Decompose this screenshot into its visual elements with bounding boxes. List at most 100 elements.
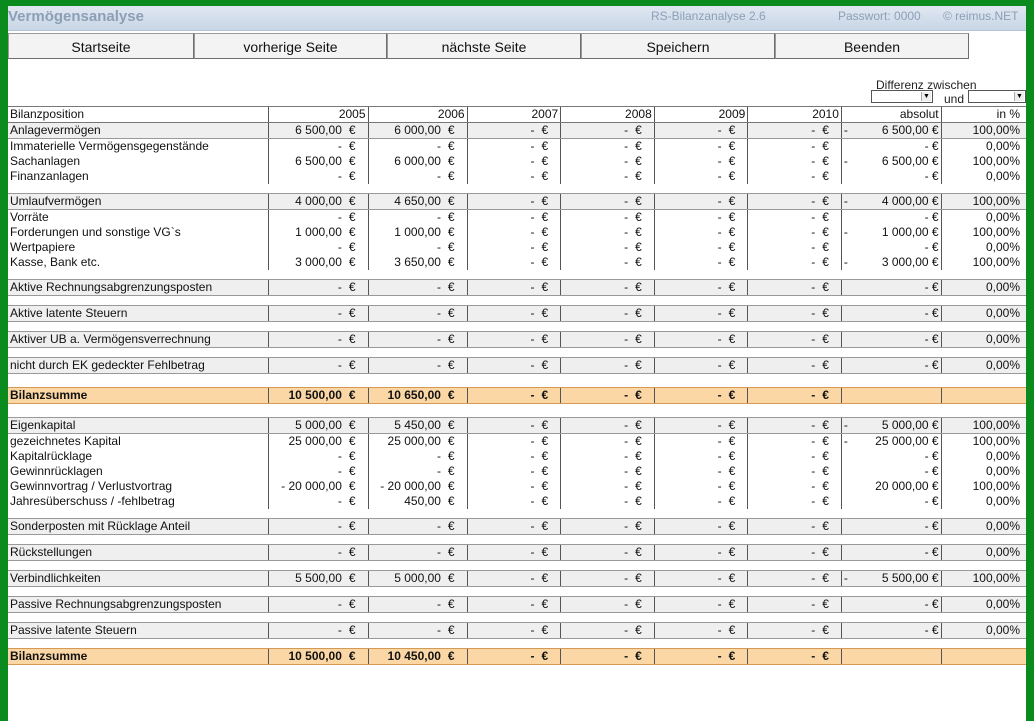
cell-value[interactable]: - — [747, 331, 818, 348]
cell-value[interactable]: - — [653, 193, 724, 210]
cell-value[interactable]: - — [747, 479, 818, 494]
cell-value[interactable]: - — [367, 279, 443, 296]
cell-value[interactable]: - — [747, 169, 818, 184]
cell-value[interactable]: - — [268, 240, 344, 255]
cell-value[interactable]: - — [747, 417, 818, 434]
cell-value[interactable]: - — [560, 225, 631, 240]
cell-value[interactable]: - — [653, 138, 724, 154]
table-row[interactable]: gezeichnetes Kapital 25 000,00 €25 000,00 €… — [8, 433, 1026, 449]
cell-value[interactable]: 6 500,00 — [268, 122, 344, 139]
cell-value[interactable]: - — [466, 648, 537, 665]
cell-value[interactable]: - — [560, 154, 631, 169]
cell-value[interactable]: - — [747, 494, 818, 509]
cell-value[interactable]: 3 650,00 — [367, 255, 443, 270]
cell-value[interactable]: - — [560, 209, 631, 225]
cell-value[interactable]: - — [653, 357, 724, 374]
cell-value[interactable]: - — [466, 544, 537, 561]
table-row[interactable]: Passive latente Steuern - € - € - € - € - € - € - €0,… — [8, 622, 1026, 639]
cell-value[interactable]: - — [653, 622, 724, 639]
cell-value[interactable]: 10 500,00 — [268, 648, 344, 665]
table-row[interactable]: Forderungen und sonstige VG`s 1 000,00 €1 … — [8, 225, 1026, 240]
cell-value[interactable]: - 20 000,00 — [268, 479, 344, 494]
cell-value[interactable]: - — [367, 138, 443, 154]
cell-value[interactable]: - — [268, 305, 344, 322]
table-row[interactable]: nicht durch EK gedeckter Fehlbetrag - € - € -… — [8, 357, 1026, 374]
cell-value[interactable]: - — [560, 417, 631, 434]
cell-value[interactable]: - — [560, 464, 631, 479]
cell-value[interactable]: - — [560, 596, 631, 613]
cell-value[interactable]: - — [466, 279, 537, 296]
cell-value[interactable]: - — [367, 331, 443, 348]
cell-value[interactable]: - — [560, 648, 631, 665]
cell-value[interactable]: - — [653, 464, 724, 479]
cell-value[interactable]: 6 000,00 — [367, 122, 443, 139]
cell-value[interactable]: - — [653, 279, 724, 296]
cell-value[interactable]: 25 000,00 — [268, 433, 344, 449]
cell-value[interactable]: - — [367, 449, 443, 464]
cell-value[interactable]: - — [560, 622, 631, 639]
cell-value[interactable]: 5 500,00 — [268, 570, 344, 587]
cell-value[interactable]: - — [268, 331, 344, 348]
cell-value[interactable]: - — [653, 596, 724, 613]
cell-value[interactable]: - — [747, 122, 818, 139]
year-to-dropdown[interactable]: ▼ — [968, 90, 1026, 103]
cell-value[interactable]: - — [560, 449, 631, 464]
table-row[interactable]: Umlaufvermögen 4 000,00 €4 650,00 € - € - € - € - €… — [8, 193, 1026, 210]
cell-value[interactable]: 10 450,00 — [367, 648, 443, 665]
cell-value[interactable]: - — [367, 240, 443, 255]
cell-value[interactable]: - — [367, 544, 443, 561]
cell-value[interactable]: - — [653, 648, 724, 665]
cell-value[interactable]: - — [560, 240, 631, 255]
cell-value[interactable]: - — [653, 479, 724, 494]
cell-value[interactable]: - — [268, 464, 344, 479]
cell-value[interactable]: 1 000,00 — [367, 225, 443, 240]
cell-value[interactable]: - — [747, 255, 818, 270]
cell-value[interactable]: - — [268, 518, 344, 535]
table-row[interactable]: Jahresüberschuss / -fehlbetrag - €450,00 € -… — [8, 494, 1026, 509]
cell-value[interactable]: - — [466, 138, 537, 154]
cell-value[interactable]: - — [560, 305, 631, 322]
cell-value[interactable]: 3 000,00 — [268, 255, 344, 270]
cell-value[interactable]: - — [747, 648, 818, 665]
cell-value[interactable]: - — [653, 209, 724, 225]
cell-value[interactable]: - — [560, 433, 631, 449]
cell-value[interactable]: - — [653, 255, 724, 270]
cell-value[interactable]: - — [747, 209, 818, 225]
cell-value[interactable]: - — [653, 433, 724, 449]
cell-value[interactable]: 25 000,00 — [367, 433, 443, 449]
cell-value[interactable]: - — [653, 331, 724, 348]
cell-value[interactable]: - — [747, 544, 818, 561]
table-row[interactable]: Gewinnrücklagen - € - € - € - € - € - € - €0,00% — [8, 464, 1026, 479]
cell-value[interactable]: - — [466, 154, 537, 169]
cell-value[interactable]: - — [466, 209, 537, 225]
cell-value[interactable]: - — [653, 122, 724, 139]
cell-value[interactable]: 5 000,00 — [268, 417, 344, 434]
cell-value[interactable]: - — [466, 433, 537, 449]
cell-value[interactable]: - — [560, 169, 631, 184]
cell-value[interactable]: - — [653, 518, 724, 535]
table-row[interactable]: Eigenkapital 5 000,00 €5 450,00 € - € - € - € - € -5… — [8, 417, 1026, 434]
table-row[interactable]: Verbindlichkeiten 5 500,00 €5 000,00 € - € - € -… — [8, 570, 1026, 587]
cell-value[interactable]: - — [466, 449, 537, 464]
cell-value[interactable]: - — [367, 464, 443, 479]
cell-value[interactable]: - — [466, 169, 537, 184]
cell-value[interactable]: - — [747, 279, 818, 296]
cell-value[interactable]: - — [560, 138, 631, 154]
table-row[interactable]: Aktive Rechnungsabgrenzungsposten - € - € - € -… — [8, 279, 1026, 296]
table-row[interactable]: Gewinnvortrag / Verlustvortrag - 20 000,0… — [8, 479, 1026, 494]
cell-value[interactable]: 10 650,00 — [367, 387, 443, 404]
table-row[interactable]: Immaterielle Vermögensgegenstände - € - € - € -… — [8, 138, 1026, 154]
cell-value[interactable]: - — [560, 387, 631, 404]
cell-value[interactable]: - — [560, 279, 631, 296]
cell-value[interactable]: - — [466, 494, 537, 509]
cell-value[interactable]: - — [268, 138, 344, 154]
cell-value[interactable]: - — [653, 494, 724, 509]
cell-value[interactable]: - — [466, 464, 537, 479]
cell-value[interactable]: - — [268, 596, 344, 613]
cell-value[interactable]: - — [747, 138, 818, 154]
cell-value[interactable]: - — [268, 544, 344, 561]
cell-value[interactable]: - — [466, 255, 537, 270]
cell-value[interactable]: 6 500,00 — [268, 154, 344, 169]
cell-value[interactable]: - — [367, 518, 443, 535]
cell-value[interactable]: - — [560, 570, 631, 587]
